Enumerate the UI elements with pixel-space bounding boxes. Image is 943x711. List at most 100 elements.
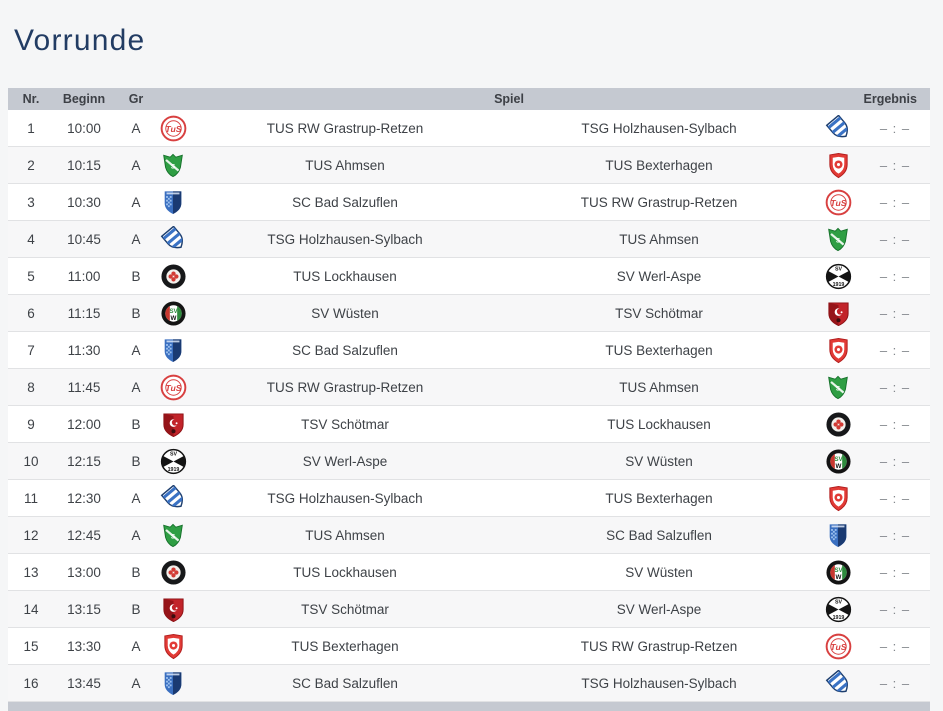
- header-beginn: Beginn: [62, 92, 106, 106]
- score: – : –: [879, 528, 911, 543]
- home-team-name: TUS Ahmsen: [305, 158, 385, 173]
- match-row[interactable]: 1 10:00 A TuS TUS RW Grastrup-Retzen TSG…: [8, 110, 930, 147]
- svg-text:TuS: TuS: [830, 198, 846, 208]
- svg-text:S: S: [836, 385, 841, 392]
- group-label: A: [131, 639, 141, 654]
- group-label: B: [131, 602, 141, 617]
- home-team-name: SC Bad Salzuflen: [292, 343, 398, 358]
- match-number: 12: [23, 528, 39, 543]
- match-row[interactable]: 8 11:45 A TuS TUS RW Grastrup-Retzen TUS…: [8, 369, 930, 406]
- header-nr: Nr.: [22, 92, 40, 106]
- tus-lockhausen-crest-icon: [158, 258, 188, 295]
- match-number: 7: [27, 343, 35, 358]
- sc-bad-salzuflen-crest-icon: [816, 517, 860, 554]
- score: – : –: [879, 195, 911, 210]
- match-number: 8: [27, 380, 35, 395]
- table-footer-bar: [8, 702, 930, 711]
- match-row[interactable]: 14 13:15 B TSV Schötmar SV Werl-Aspe SV 1…: [8, 591, 930, 628]
- home-team-name: TUS Bexterhagen: [291, 639, 399, 654]
- group-label: A: [131, 232, 141, 247]
- match-number: 4: [27, 232, 35, 247]
- match-row[interactable]: 13 13:00 B TUS Lockhausen SV Wüsten SV W …: [8, 554, 930, 591]
- schedule-table: Nr. Beginn Gr Spiel Ergebnis 1 10:00 A T…: [8, 88, 930, 711]
- match-row[interactable]: 11 12:30 A TSG Holzhausen-Sylbach TUS Be…: [8, 480, 930, 517]
- score: – : –: [879, 269, 911, 284]
- group-label: B: [131, 454, 141, 469]
- home-team-name: TUS RW Grastrup-Retzen: [266, 380, 424, 395]
- group-label: A: [131, 158, 141, 173]
- tus-lockhausen-crest-icon: [816, 406, 860, 443]
- match-number: 2: [27, 158, 35, 173]
- tus-ahmsen-crest-icon: S: [158, 517, 188, 554]
- match-number: 15: [23, 639, 39, 654]
- sc-bad-salzuflen-crest-icon: [158, 665, 188, 702]
- sc-bad-salzuflen-crest-icon: [158, 184, 188, 221]
- away-team-name: SV Wüsten: [625, 565, 693, 580]
- match-row[interactable]: 2 10:15 A S TUS Ahmsen TUS Bexterhagen –…: [8, 147, 930, 184]
- away-team-name: TUS RW Grastrup-Retzen: [580, 639, 738, 654]
- match-row[interactable]: 6 11:15 B SV W SV Wüsten TSV Schötmar – :…: [8, 295, 930, 332]
- home-team-name: SV Wüsten: [311, 306, 379, 321]
- start-time: 10:30: [67, 195, 101, 210]
- table-header-row: Nr. Beginn Gr Spiel Ergebnis: [8, 88, 930, 110]
- start-time: 11:15: [67, 306, 101, 321]
- away-team-name: TUS Ahmsen: [619, 232, 699, 247]
- tsg-holzhausen-sylbach-crest-icon: [816, 665, 860, 702]
- score: – : –: [879, 454, 911, 469]
- svg-text:1919: 1919: [832, 282, 844, 288]
- away-team-name: SV Werl-Aspe: [616, 269, 702, 284]
- sc-bad-salzuflen-crest-icon: [158, 332, 188, 369]
- start-time: 13:15: [67, 602, 101, 617]
- score: – : –: [879, 121, 911, 136]
- tus-rw-grastrup-retzen-crest-icon: TuS: [816, 184, 860, 221]
- svg-text:S: S: [171, 533, 176, 540]
- match-row[interactable]: 4 10:45 A TSG Holzhausen-Sylbach TUS Ahm…: [8, 221, 930, 258]
- group-label: B: [131, 269, 141, 284]
- away-team-name: SV Werl-Aspe: [616, 602, 702, 617]
- score: – : –: [879, 343, 911, 358]
- svg-text:1919: 1919: [832, 615, 844, 621]
- away-team-name: TSG Holzhausen-Sylbach: [581, 676, 737, 691]
- tus-bexterhagen-crest-icon: [816, 480, 860, 517]
- group-label: A: [131, 121, 141, 136]
- group-label: A: [131, 491, 141, 506]
- svg-text:SV: SV: [834, 267, 842, 273]
- svg-text:SV: SV: [834, 567, 843, 574]
- start-time: 10:00: [67, 121, 101, 136]
- match-row[interactable]: 15 13:30 A TUS Bexterhagen TUS RW Grastr…: [8, 628, 930, 665]
- away-team-name: SV Wüsten: [625, 454, 693, 469]
- sv-werl-aspe-crest-icon: SV 1919: [816, 591, 860, 628]
- tus-rw-grastrup-retzen-crest-icon: TuS: [816, 628, 860, 665]
- score: – : –: [879, 232, 911, 247]
- match-row[interactable]: 3 10:30 A SC Bad Salzuflen TUS RW Grastr…: [8, 184, 930, 221]
- match-number: 13: [23, 565, 39, 580]
- svg-text:W: W: [835, 574, 841, 581]
- sv-wuesten-crest-icon: SV W: [816, 554, 860, 591]
- start-time: 12:45: [67, 528, 101, 543]
- group-label: B: [131, 417, 141, 432]
- home-team-name: SV Werl-Aspe: [302, 454, 388, 469]
- svg-text:1919: 1919: [167, 467, 179, 473]
- away-team-name: TSG Holzhausen-Sylbach: [581, 121, 737, 136]
- svg-text:W: W: [835, 463, 841, 470]
- tsg-holzhausen-sylbach-crest-icon: [816, 110, 860, 147]
- score: – : –: [879, 639, 911, 654]
- match-row[interactable]: 16 13:45 A SC Bad Salzuflen TSG Holzhaus…: [8, 665, 930, 702]
- match-row[interactable]: 7 11:30 A SC Bad Salzuflen TUS Bexterhag…: [8, 332, 930, 369]
- group-label: A: [131, 343, 141, 358]
- match-row[interactable]: 10 12:15 B SV 1919 SV Werl-Aspe SV Wüsten…: [8, 443, 930, 480]
- header-ergebnis: Ergebnis: [863, 92, 918, 106]
- start-time: 12:15: [67, 454, 101, 469]
- group-label: B: [131, 306, 141, 321]
- tus-ahmsen-crest-icon: S: [816, 369, 860, 406]
- match-row[interactable]: 12 12:45 A S TUS Ahmsen SC Bad Salzuflen…: [8, 517, 930, 554]
- score: – : –: [879, 158, 911, 173]
- tus-lockhausen-crest-icon: [158, 554, 188, 591]
- tus-bexterhagen-crest-icon: [816, 147, 860, 184]
- away-team-name: TSV Schötmar: [615, 306, 703, 321]
- match-row[interactable]: 9 12:00 B TSV Schötmar TUS Lockhausen – …: [8, 406, 930, 443]
- group-label: A: [131, 676, 141, 691]
- match-number: 5: [27, 269, 35, 284]
- start-time: 12:30: [67, 491, 101, 506]
- match-row[interactable]: 5 11:00 B TUS Lockhausen SV Werl-Aspe SV…: [8, 258, 930, 295]
